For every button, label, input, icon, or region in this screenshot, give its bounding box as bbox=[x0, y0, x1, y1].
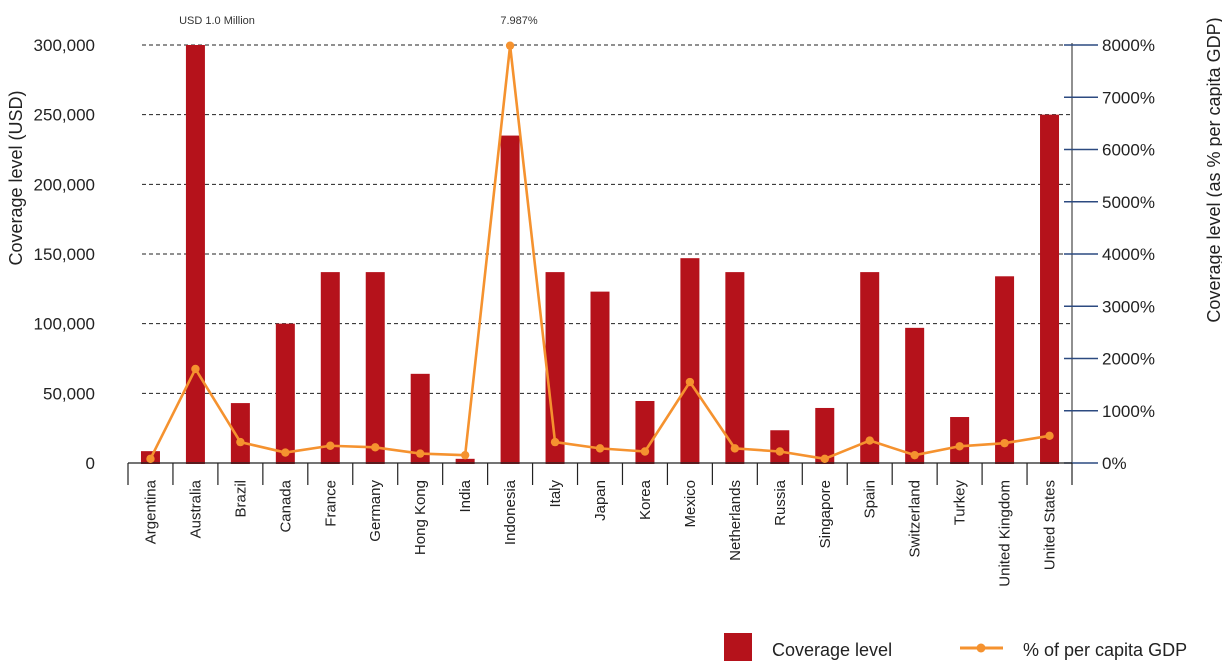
category-label: Spain bbox=[862, 480, 879, 518]
bar bbox=[455, 458, 475, 464]
y2-tick-label: 1000% bbox=[1102, 402, 1155, 421]
gdp-point bbox=[460, 450, 470, 460]
legend: Coverage level % of per capita GDP bbox=[724, 633, 1187, 661]
line-series bbox=[146, 41, 1054, 464]
gdp-point bbox=[955, 442, 964, 451]
y-axis-title: Coverage level (USD) bbox=[6, 90, 26, 265]
gdp-point bbox=[191, 364, 200, 374]
gdp-point bbox=[326, 441, 335, 450]
gdp-point bbox=[1045, 431, 1054, 441]
bar bbox=[680, 258, 700, 464]
y2-tick-label: 7000% bbox=[1102, 88, 1155, 107]
y-tick-label: 50,000 bbox=[43, 384, 95, 403]
category-label: France bbox=[322, 480, 339, 527]
bar-series bbox=[140, 45, 1060, 465]
gdp-point bbox=[640, 447, 650, 456]
axes bbox=[127, 43, 1098, 485]
annotation-indonesia: 7.987% bbox=[500, 15, 538, 27]
category-label: Italy bbox=[547, 480, 564, 508]
y-tick-label: 300,000 bbox=[34, 36, 95, 55]
gdp-point bbox=[595, 444, 605, 453]
gdp-point bbox=[1000, 438, 1009, 448]
y-tick-label: 250,000 bbox=[34, 106, 95, 125]
legend-line-label: % of per capita GDP bbox=[1023, 640, 1187, 660]
category-label: Mexico bbox=[682, 480, 699, 528]
legend-bar-label: Coverage level bbox=[772, 640, 892, 660]
y-tick-label: 0 bbox=[86, 454, 95, 473]
bar bbox=[635, 400, 655, 464]
category-label: Hong Kong bbox=[412, 480, 429, 555]
gdp-point bbox=[146, 454, 155, 464]
category-label: Brazil bbox=[232, 480, 249, 518]
category-label: Indonesia bbox=[502, 479, 519, 545]
legend-line-marker bbox=[976, 643, 986, 653]
gdp-point bbox=[685, 377, 695, 387]
bar bbox=[860, 272, 880, 464]
tick-labels: 0 50,000 100,000 150,000 200,000 250,000 300,0… bbox=[34, 36, 1155, 587]
category-label: Switzerland bbox=[907, 480, 924, 558]
bar bbox=[410, 373, 430, 464]
category-label: Canada bbox=[277, 479, 294, 532]
bar bbox=[995, 276, 1015, 464]
category-label: Russia bbox=[772, 479, 789, 526]
gdp-point bbox=[415, 449, 425, 458]
bar bbox=[365, 272, 385, 464]
bar bbox=[905, 327, 925, 464]
bar bbox=[770, 430, 790, 464]
gdp-point bbox=[865, 436, 874, 445]
legend-bar-swatch bbox=[724, 633, 752, 661]
category-label: Japan bbox=[592, 480, 609, 521]
bar bbox=[815, 407, 835, 464]
y2-tick-label: 3000% bbox=[1102, 297, 1155, 316]
category-label: United Kingdom bbox=[997, 480, 1014, 587]
category-label: Australia bbox=[187, 479, 204, 538]
bar bbox=[230, 403, 250, 464]
gdp-point bbox=[236, 437, 245, 447]
y-tick-label: 150,000 bbox=[34, 245, 95, 264]
y2-tick-label: 6000% bbox=[1102, 141, 1155, 160]
category-label: Turkey bbox=[952, 480, 969, 526]
bar bbox=[320, 272, 340, 464]
category-label: India bbox=[457, 479, 474, 512]
y2-tick-label: 5000% bbox=[1102, 193, 1155, 212]
y-tick-label: 200,000 bbox=[34, 175, 95, 194]
gdp-point bbox=[550, 437, 560, 447]
category-label: Netherlands bbox=[727, 480, 744, 561]
y-tick-label: 100,000 bbox=[34, 315, 95, 334]
bar bbox=[590, 291, 610, 464]
annotation-australia: USD 1.0 Million bbox=[179, 15, 255, 27]
category-label: Singapore bbox=[817, 480, 834, 548]
gdp-point bbox=[371, 443, 380, 452]
gdp-point bbox=[775, 447, 785, 456]
bar bbox=[1040, 114, 1060, 465]
y2-tick-label: 0% bbox=[1102, 454, 1127, 473]
gdp-point bbox=[820, 454, 829, 464]
category-label: United States bbox=[1042, 480, 1059, 570]
category-label: Korea bbox=[637, 479, 654, 520]
gdp-point bbox=[505, 41, 515, 50]
category-label: Argentina bbox=[142, 479, 159, 544]
y2-tick-label: 4000% bbox=[1102, 245, 1155, 264]
gdp-point bbox=[281, 448, 290, 457]
y2-tick-label: 8000% bbox=[1102, 36, 1155, 55]
category-label: Germany bbox=[367, 480, 384, 542]
bar bbox=[185, 45, 205, 464]
bar bbox=[500, 135, 520, 465]
bar bbox=[725, 272, 745, 464]
gdp-point bbox=[730, 444, 740, 453]
gdp-point bbox=[910, 450, 919, 460]
bar bbox=[545, 272, 565, 464]
bar bbox=[950, 417, 970, 464]
y2-tick-label: 2000% bbox=[1102, 350, 1155, 369]
y2-axis-title: Coverage level (as % per capita GDP) bbox=[1204, 17, 1222, 322]
bar bbox=[275, 323, 295, 464]
